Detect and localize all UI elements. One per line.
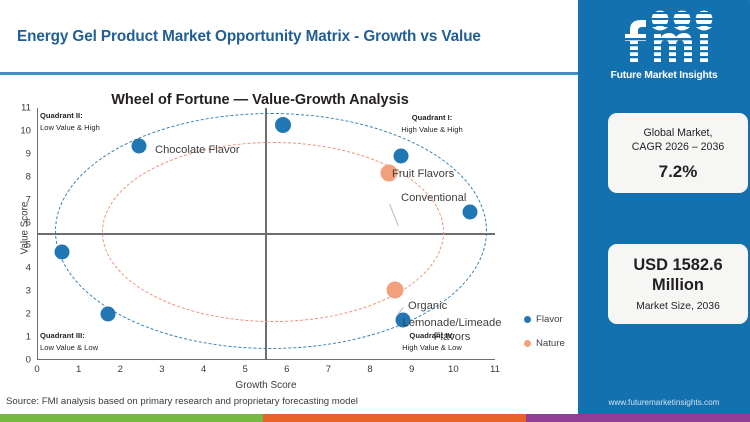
data-point-flavor-6 bbox=[100, 306, 116, 322]
x-tick-8: 8 bbox=[367, 364, 373, 375]
cagr-card-line2: CAGR 2026 – 2036 bbox=[631, 141, 725, 154]
y-tick-4: 4 bbox=[25, 262, 31, 274]
quadrant-4-title: Quadrant IV: bbox=[409, 331, 455, 340]
quadrant-4-caption: Quadrant IV: High Value & Low bbox=[372, 330, 492, 354]
fmi-logo-subtitle: Future Market Insights bbox=[610, 70, 718, 81]
y-tick-5: 5 bbox=[25, 239, 31, 251]
bottom-bar-segment-0 bbox=[0, 414, 263, 422]
market-size-card: USD 1582.6 Million Market Size, 2036 bbox=[608, 244, 748, 324]
legend-dot-flavor bbox=[524, 316, 531, 323]
quadrant-3-subtitle: Low Value & Low bbox=[40, 342, 99, 352]
x-tick-5: 5 bbox=[242, 364, 248, 375]
x-tick-0: 0 bbox=[34, 364, 40, 375]
data-point-flavor-2 bbox=[274, 117, 291, 134]
data-point-nature-1 bbox=[386, 281, 404, 299]
y-axis-label: Value Score bbox=[19, 201, 31, 255]
data-point-flavor-3 bbox=[393, 148, 409, 164]
x-tick-9: 9 bbox=[409, 364, 415, 375]
data-point-flavor-5 bbox=[395, 312, 411, 328]
y-tick-7: 7 bbox=[25, 194, 31, 206]
inner-wheel-ellipse bbox=[102, 142, 444, 322]
brand-sidebar: Future Market Insights Global Market, CA… bbox=[578, 0, 750, 422]
fmi-logo: Future Market Insights bbox=[602, 8, 726, 81]
legend-dot-nature bbox=[524, 340, 531, 347]
bottom-bar-segment-1 bbox=[262, 414, 526, 422]
cagr-card-line1: Global Market, bbox=[643, 127, 713, 139]
quadrant-1-caption: Quadrant I: High Value & High bbox=[372, 112, 492, 136]
page-title: Energy Gel Product Market Opportunity Ma… bbox=[17, 28, 481, 45]
bottom-bar-segment-2 bbox=[525, 414, 750, 422]
data-point-flavor-1 bbox=[131, 138, 147, 154]
market-size-value-line1: USD 1582.6 bbox=[633, 256, 723, 274]
legend-item-flavor[interactable]: Flavor bbox=[524, 314, 565, 325]
quadrant-3-title: Quadrant III: bbox=[40, 331, 85, 340]
y-tick-2: 2 bbox=[25, 308, 31, 320]
title-divider bbox=[0, 72, 578, 75]
x-axis-ticks: 0 1 2 3 4 5 6 7 8 9 10 11 bbox=[34, 364, 500, 380]
label-organic: Organic bbox=[408, 300, 448, 312]
x-tick-6: 6 bbox=[284, 364, 290, 375]
label-fruit-flavors: Fruit Flavors bbox=[392, 168, 455, 180]
fmi-logo-mark bbox=[622, 10, 718, 62]
market-size-value-line2: Million bbox=[652, 276, 704, 295]
quadrant-2-caption: Quadrant II: Low Value & High bbox=[40, 110, 100, 134]
label-conventional: Conventional bbox=[401, 192, 467, 204]
x-tick-7: 7 bbox=[325, 364, 332, 375]
market-size-caption: Market Size, 2036 bbox=[636, 300, 720, 312]
quadrant-1-title: Quadrant I: bbox=[411, 113, 453, 122]
data-point-flavor-0 bbox=[54, 244, 70, 260]
cagr-card: Global Market, CAGR 2026 – 2036 7.2% bbox=[608, 113, 748, 193]
y-tick-1: 1 bbox=[25, 331, 31, 343]
x-axis-label: Growth Score bbox=[235, 380, 297, 391]
y-tick-8: 8 bbox=[25, 171, 31, 183]
plot-area: Chocolate Flavor Fruit Flavors Conventio… bbox=[20, 103, 502, 392]
data-point-flavor-4 bbox=[462, 204, 478, 220]
quadrant-2-subtitle: Low Value & High bbox=[40, 122, 100, 132]
y-tick-0: 0 bbox=[25, 354, 31, 366]
y-tick-9: 9 bbox=[25, 148, 31, 160]
x-tick-4: 4 bbox=[200, 364, 207, 375]
y-tick-11: 11 bbox=[21, 102, 31, 114]
x-tick-1: 1 bbox=[75, 364, 82, 375]
y-tick-3: 3 bbox=[25, 285, 31, 297]
legend-label: Flavor bbox=[536, 314, 563, 325]
outer-wheel-ellipse bbox=[55, 113, 487, 349]
label-lemonade-limeade-flavors: Lemonade/Limeade Flavors bbox=[402, 317, 502, 343]
x-tick-11: 11 bbox=[490, 364, 500, 375]
chart-title: Wheel of Fortune — Value-Growth Analysis bbox=[111, 92, 409, 108]
data-point-nature-0 bbox=[380, 164, 398, 182]
bottom-color-bar bbox=[0, 414, 750, 422]
report-left-pane: Energy Gel Product Market Opportunity Ma… bbox=[0, 28, 578, 407]
y-tick-6: 6 bbox=[25, 217, 31, 229]
quadrant-1-subtitle: High Value & High bbox=[401, 124, 463, 134]
scatter-chart: Wheel of Fortune — Value-Growth Analysis… bbox=[0, 82, 578, 392]
quadrant-3-caption: Quadrant III: Low Value & Low bbox=[40, 330, 98, 354]
source-note: Source: FMI analysis based on primary re… bbox=[6, 396, 358, 407]
cagr-card-value: 7.2% bbox=[658, 161, 698, 181]
y-tick-10: 10 bbox=[20, 125, 31, 137]
x-tick-10: 10 bbox=[448, 364, 459, 375]
quadrant-4-subtitle: High Value & Low bbox=[402, 342, 462, 352]
label-chocolate-flavor: Chocolate Flavor bbox=[155, 144, 240, 156]
x-tick-2: 2 bbox=[117, 364, 123, 375]
legend-label: Nature bbox=[536, 338, 565, 349]
chart-legend: Flavor Nature bbox=[524, 314, 565, 362]
legend-item-nature[interactable]: Nature bbox=[524, 338, 565, 349]
quadrant-2-title: Quadrant II: bbox=[40, 111, 83, 120]
x-tick-3: 3 bbox=[159, 364, 165, 375]
website-url: www.futuremarketinsights.com bbox=[608, 398, 720, 407]
